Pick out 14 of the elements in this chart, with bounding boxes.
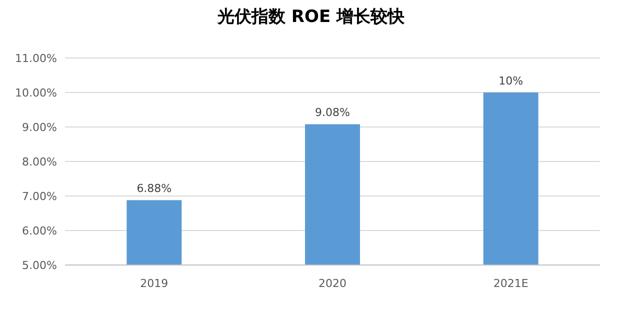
y-tick-label: 7.00% (22, 190, 57, 203)
data-label: 6.88% (136, 182, 172, 196)
y-tick-label: 10.00% (15, 86, 57, 100)
y-tick-label: 5.00% (22, 259, 57, 272)
y-tick-label: 9.00% (22, 121, 57, 134)
chart-title: 光伏指数 ROE 增长较快 (216, 7, 406, 27)
y-tick-label: 6.00% (22, 224, 57, 238)
x-tick-label: 2019 (140, 277, 168, 290)
data-label: 9.08% (315, 106, 350, 120)
x-tick-label: 2020 (318, 277, 346, 290)
data-label: 10% (498, 74, 524, 88)
y-tick-label: 8.00% (22, 156, 57, 168)
y-tick-label: 11.00% (15, 52, 57, 65)
x-tick-label: 2021E (493, 277, 528, 290)
